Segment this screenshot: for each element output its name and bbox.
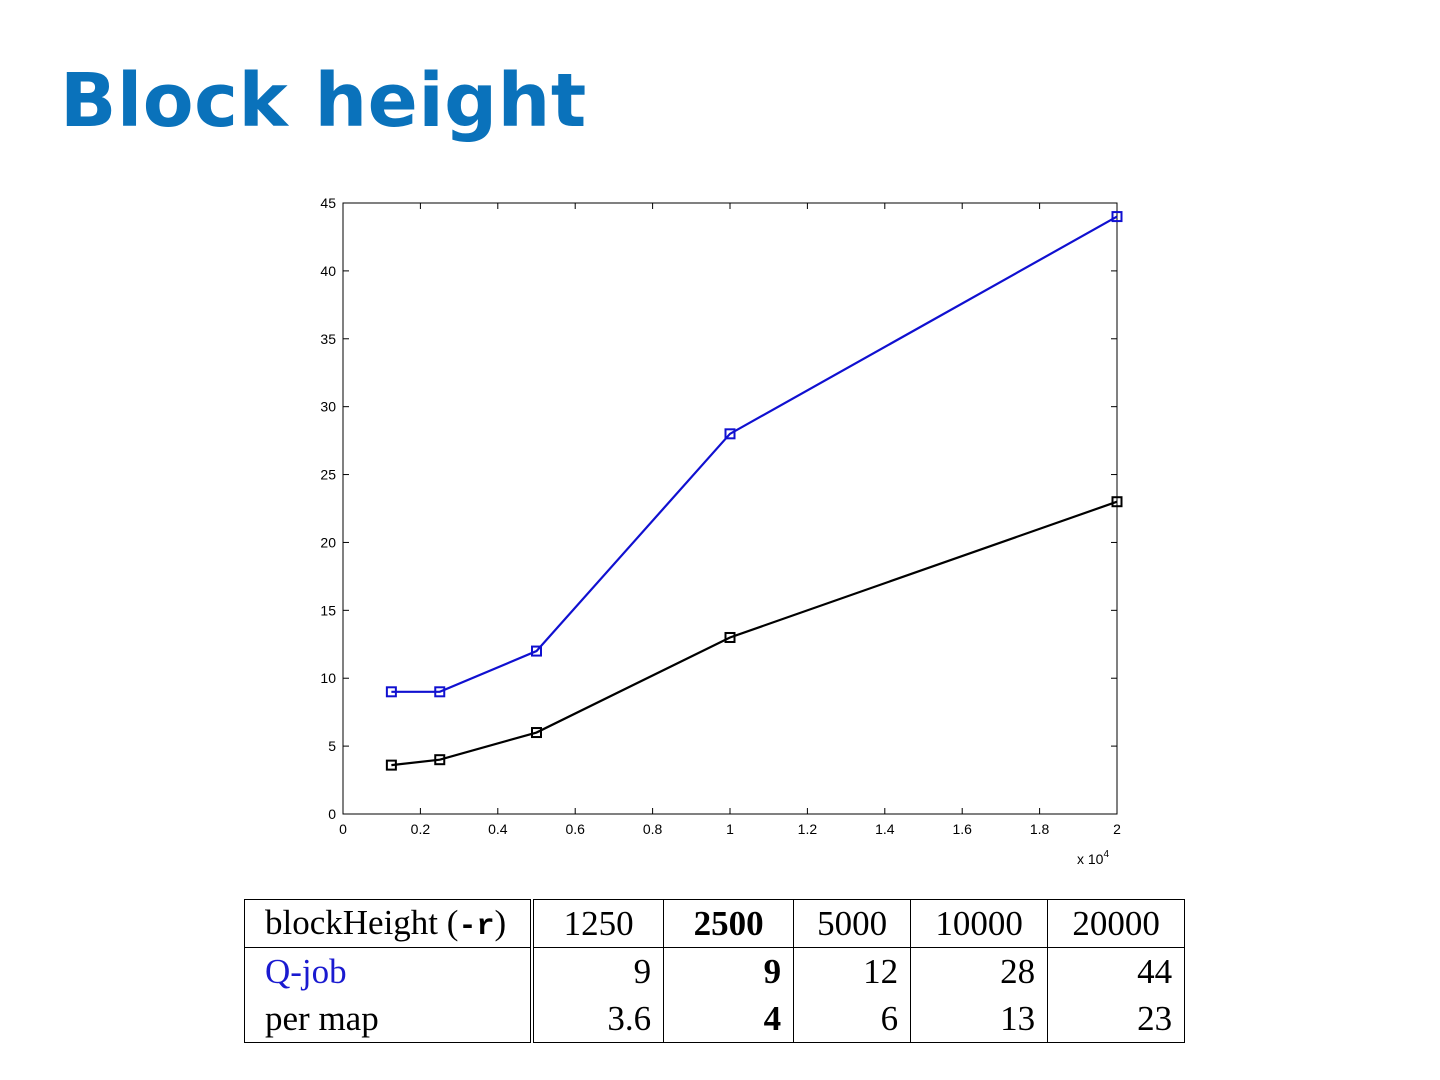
- data-point: [434, 754, 446, 766]
- table-cell: 28: [910, 947, 1049, 995]
- table-cell: 13: [910, 995, 1049, 1043]
- y-tick-label: 15: [320, 602, 336, 618]
- y-tick-label: 25: [320, 467, 336, 483]
- table-cell: 6: [793, 995, 912, 1043]
- x-scale-exponent: 4: [1103, 849, 1109, 860]
- y-tick-label: 20: [320, 534, 336, 550]
- y-tick-label: 35: [320, 331, 336, 347]
- y-axis: 0 5 10 15 20 25 30 35 40 45: [320, 195, 1117, 822]
- table-cell: 44: [1047, 947, 1186, 995]
- series-layer: [385, 211, 1123, 771]
- x-tick-label: 0.6: [565, 821, 585, 837]
- data-point: [434, 686, 446, 698]
- x-tick-label: 0.8: [643, 821, 663, 837]
- data-point: [724, 631, 736, 643]
- x-tick-label: 1.4: [875, 821, 895, 837]
- table-cell: 9: [531, 947, 665, 995]
- x-tick-label: 1.2: [798, 821, 818, 837]
- data-point: [1111, 211, 1123, 223]
- header-cell-2500: 2500: [663, 899, 795, 948]
- table-cell: 23: [1047, 995, 1186, 1043]
- table-row-per-map: per map 3.6 4 6 13 23: [244, 995, 1186, 1043]
- series-line-0: [391, 215, 1118, 693]
- header-cell-20000: 20000: [1047, 899, 1186, 948]
- y-tick-label: 0: [328, 806, 336, 822]
- header-label-close: ): [494, 903, 507, 942]
- table-cell: 4: [663, 995, 795, 1043]
- table-cell: 12: [793, 947, 912, 995]
- x-tick-label: 0: [339, 821, 347, 837]
- data-point: [724, 428, 736, 440]
- y-tick-label: 40: [320, 263, 336, 279]
- series-line-1: [391, 500, 1118, 767]
- x-tick-label: 0.2: [411, 821, 431, 837]
- x-scale-label: x 104: [1077, 849, 1109, 867]
- results-table: blockHeight (-r) 1250 2500 5000 10000 20…: [244, 899, 1186, 1043]
- data-point: [385, 759, 397, 771]
- y-tick-label: 30: [320, 399, 336, 415]
- plot-frame: [342, 202, 1118, 815]
- table-cell: 9: [663, 947, 795, 995]
- x-tick-label: 1.8: [1030, 821, 1050, 837]
- data-point: [531, 727, 542, 739]
- y-tick-label: 10: [320, 670, 336, 686]
- y-tick-label: 5: [328, 738, 336, 754]
- data-point: [1111, 496, 1123, 508]
- header-label-flag: -r: [458, 910, 495, 944]
- table-row-qjob: Q-job 9 9 12 28 44: [244, 947, 1186, 995]
- x-tick-label: 2: [1113, 821, 1121, 837]
- x-tick-label: 1: [726, 821, 734, 837]
- line-chart: 0 0.2 0.4 0.6 0.8 1 1.2 1.4 1.6 1.8 2 0 5 10 15 20 25 30…: [320, 195, 1123, 867]
- data-point: [385, 686, 397, 698]
- row-label-qjob: Q-job: [244, 947, 535, 995]
- header-cell-10000: 10000: [910, 899, 1049, 948]
- header-label-text: blockHeight (: [265, 903, 459, 942]
- x-axis: 0 0.2 0.4 0.6 0.8 1 1.2 1.4 1.6 1.8 2: [339, 203, 1121, 837]
- header-cell-1250: 1250: [531, 899, 665, 948]
- slide-title: Block height: [60, 58, 587, 144]
- table-header-row: blockHeight (-r) 1250 2500 5000 10000 20…: [244, 899, 1186, 948]
- header-cell-5000: 5000: [793, 899, 912, 948]
- y-tick-label: 45: [320, 195, 336, 211]
- x-tick-label: 1.6: [952, 821, 972, 837]
- header-label-cell: blockHeight (-r): [244, 899, 535, 948]
- table-cell: 3.6: [531, 995, 665, 1043]
- x-scale-base: x 10: [1077, 851, 1104, 867]
- x-tick-label: 0.4: [488, 821, 508, 837]
- data-point: [531, 645, 542, 657]
- row-label-per-map: per map: [244, 995, 535, 1043]
